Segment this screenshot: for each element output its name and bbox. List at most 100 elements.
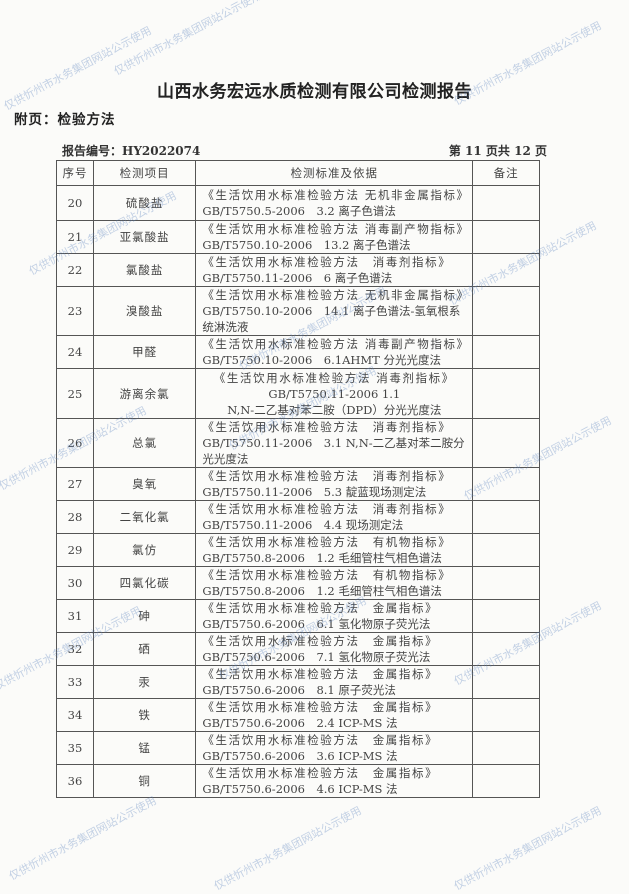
method-standard-title: 《生活饮用水标准检验方法 消毒剂指标》 bbox=[202, 469, 452, 483]
cell-method: 《生活饮用水标准检验方法 有机物指标》 GB/T5750.8-2006 1.2 毛… bbox=[195, 533, 474, 567]
table-row: 27 臭氧 《生活饮用水标准检验方法 消毒剂指标》 GB/T5750.11-2006 … bbox=[56, 467, 540, 501]
cell-note bbox=[472, 731, 540, 765]
table-row: 30 四氯化碳 《生活饮用水标准检验方法 有机物指标》 GB/T5750.8-2006… bbox=[56, 566, 540, 600]
table-row: 28 二氧化氯 《生活饮用水标准检验方法 消毒剂指标》 GB/T5750.11-200… bbox=[56, 500, 540, 534]
table-row: 34 铁《生活饮用水标准检验方法 金属指标》 GB/T5750.6-2006 2.4… bbox=[56, 698, 540, 732]
cell-note bbox=[472, 698, 540, 732]
cell-note bbox=[472, 599, 540, 633]
table-row: 29 氯仿 《生活饮用水标准检验方法 有机物指标》 GB/T5750.8-2006 1… bbox=[56, 533, 540, 567]
cell-method: 《生活饮用水标准检验方法 金属指标》 GB/T5750.6-2006 8.1 原子… bbox=[195, 665, 474, 699]
method-standard-title: 《生活饮用水标准检验方法 无机非金属指标》 bbox=[202, 188, 470, 202]
method-standard-code: GB/T5750.10-2006 13.2 离子色谱法 bbox=[202, 238, 411, 252]
cell-note bbox=[472, 418, 540, 468]
cell-item: 溴酸盐 bbox=[92, 286, 197, 336]
method-standard-title: 《生活饮用水标准检验方法 有机物指标》 bbox=[202, 535, 452, 549]
cell-item: 砷 bbox=[92, 599, 197, 633]
cell-item: 铜 bbox=[92, 764, 197, 798]
method-standard-title: 《生活饮用水标准检验方法 金属指标》 bbox=[202, 766, 439, 780]
method-standard-title: 《生活饮用水标准检验方法 无机非金属指标》 bbox=[202, 288, 470, 302]
cell-no: 26 bbox=[56, 418, 94, 468]
method-standard-code: GB/T5750.5-2006 3.2 离子色谱法 bbox=[202, 204, 396, 218]
column-header-method: 检测标准及依据 bbox=[195, 160, 474, 186]
method-standard-code: GB/T5750.6-2006 2.4 ICP-MS 法 bbox=[202, 716, 398, 730]
cell-item: 四氯化碳 bbox=[92, 566, 197, 600]
report-number: 报告编号：HY2022074 bbox=[62, 144, 201, 158]
cell-no: 28 bbox=[56, 500, 94, 534]
method-standard-title: 《生活饮用水标准检验方法 消毒剂指标》 bbox=[202, 420, 452, 434]
cell-no: 34 bbox=[56, 698, 94, 732]
method-standard-title: 《生活饮用水标准检验方法 有机物指标》 bbox=[202, 568, 452, 582]
method-standard-code: GB/T5750.6-2006 6.1 氢化物原子荧光法 bbox=[202, 617, 431, 631]
cell-note bbox=[472, 220, 540, 254]
cell-item: 锰 bbox=[92, 731, 197, 765]
cell-note bbox=[472, 253, 540, 287]
cell-method: 《生活饮用水标准检验方法 金属指标》 GB/T5750.6-2006 4.6 IC… bbox=[195, 764, 474, 798]
cell-no: 23 bbox=[56, 286, 94, 336]
page-info: 第 11 页共 12 页 bbox=[448, 144, 547, 158]
cell-no: 33 bbox=[56, 665, 94, 699]
cell-no: 20 bbox=[56, 185, 94, 221]
table-row: 24 甲醛 《生活饮用水标准检验方法 消毒副产物指标》 GB/T5750.10-200… bbox=[56, 335, 540, 369]
table-row: 33 汞《生活饮用水标准检验方法 金属指标》 GB/T5750.6-2006 8.1… bbox=[56, 665, 540, 699]
cell-item: 总氯 bbox=[92, 418, 197, 468]
method-standard-code: GB/T5750.6-2006 8.1 原子荧光法 bbox=[202, 683, 396, 697]
method-standard-title: 《生活饮用水标准检验方法 消毒副产物指标》 bbox=[202, 337, 470, 351]
cell-no: 30 bbox=[56, 566, 94, 600]
method-standard-title: 《生活饮用水标准检验方法 消毒剂指标》 bbox=[202, 255, 452, 269]
cell-item: 亚氯酸盐 bbox=[92, 220, 197, 254]
table-row: 36 铜《生活饮用水标准检验方法 金属指标》 GB/T5750.6-2006 4.6… bbox=[56, 764, 540, 798]
method-standard-title: 《生活饮用水标准检验方法 金属指标》 bbox=[202, 700, 439, 714]
cell-note bbox=[472, 335, 540, 369]
cell-method: 《生活饮用水标准检验方法 消毒剂指标》 GB/T5750.11-2006 3.1 … bbox=[195, 418, 474, 468]
cell-method: 《生活饮用水标准检验方法 金属指标》 GB/T5750.6-2006 6.1 氢化… bbox=[195, 599, 474, 633]
cell-note bbox=[472, 286, 540, 336]
column-header-note: 备注 bbox=[472, 160, 540, 186]
method-standard-title: 《生活饮用水标准检验方法 消毒剂指标》 bbox=[213, 370, 455, 385]
method-standard-code: GB/T5750.11-2006 5.3 靛蓝现场测定法 bbox=[202, 485, 427, 499]
column-header-item: 检测项目 bbox=[92, 160, 197, 186]
cell-no: 35 bbox=[56, 731, 94, 765]
cell-item: 汞 bbox=[92, 665, 197, 699]
cell-method: 《生活饮用水标准检验方法 金属指标》 GB/T5750.6-2006 2.4 IC… bbox=[195, 698, 474, 732]
cell-method: 《生活饮用水标准检验方法 消毒剂指标》 GB/T5750.11-2006 4.4 … bbox=[195, 500, 474, 534]
watermark-text: 仅供忻州市水务集团网站公示使用 bbox=[451, 803, 604, 893]
cell-note bbox=[472, 566, 540, 600]
method-standard-code: GB/T5750.6-2006 3.6 ICP-MS 法 bbox=[202, 749, 398, 763]
cell-no: 22 bbox=[56, 253, 94, 287]
method-standard-code: GB/T5750.11-2006 3.1 N,N-二乙基对苯二胺分光光度法 bbox=[202, 436, 465, 466]
cell-method: 《生活饮用水标准检验方法 金属指标》 GB/T5750.6-2006 3.6 IC… bbox=[195, 731, 474, 765]
cell-item: 甲醛 bbox=[92, 335, 197, 369]
cell-item: 臭氧 bbox=[92, 467, 197, 501]
method-standard-code: GB/T5750.11-2006 6 离子色谱法 bbox=[202, 271, 393, 285]
column-header-no: 序号 bbox=[56, 160, 94, 186]
appendix-subtitle: 附页：检验方法 bbox=[14, 112, 116, 128]
method-standard-title: 《生活饮用水标准检验方法 消毒副产物指标》 bbox=[202, 222, 470, 236]
cell-note bbox=[472, 632, 540, 666]
cell-item: 硒 bbox=[92, 632, 197, 666]
cell-method: 《生活饮用水标准检验方法 消毒剂指标》 GB/T5750.11-2006 1.1 N… bbox=[195, 368, 474, 419]
table-header-row: 序号 检测项目 检测标准及依据 备注 bbox=[56, 160, 540, 186]
watermark-text: 仅供忻州市水务集团网站公示使用 bbox=[6, 793, 159, 883]
method-standard-detail: N,N-二乙基对苯二胺（DPD）分光光度法 bbox=[227, 402, 442, 417]
watermark-text: 仅供忻州市水务集团网站公示使用 bbox=[211, 803, 364, 893]
method-standard-code: GB/T5750.11-2006 1.1 bbox=[268, 386, 401, 401]
table-row: 26 总氯 《生活饮用水标准检验方法 消毒剂指标》 GB/T5750.11-2006 … bbox=[56, 418, 540, 468]
method-standard-code: GB/T5750.11-2006 4.4 现场测定法 bbox=[202, 518, 404, 532]
cell-note bbox=[472, 764, 540, 798]
method-standard-title: 《生活饮用水标准检验方法 金属指标》 bbox=[202, 733, 439, 747]
cell-note bbox=[472, 467, 540, 501]
table-row: 25 游离余氯 《生活饮用水标准检验方法 消毒剂指标》 GB/T5750.11-200… bbox=[56, 368, 540, 419]
cell-no: 32 bbox=[56, 632, 94, 666]
table-row: 23 溴酸盐 《生活饮用水标准检验方法 无机非金属指标》 GB/T5750.10-20… bbox=[56, 286, 540, 336]
method-standard-code: GB/T5750.10-2006 6.1AHMT 分光光度法 bbox=[202, 353, 442, 367]
cell-note bbox=[472, 500, 540, 534]
method-standard-code: GB/T5750.8-2006 1.2 毛细管柱气相色谱法 bbox=[202, 584, 442, 598]
cell-note bbox=[472, 185, 540, 221]
cell-method: 《生活饮用水标准检验方法 消毒剂指标》 GB/T5750.11-2006 6 离子… bbox=[195, 253, 474, 287]
cell-no: 24 bbox=[56, 335, 94, 369]
cell-no: 27 bbox=[56, 467, 94, 501]
table-row: 31 砷《生活饮用水标准检验方法 金属指标》 GB/T5750.6-2006 6.1… bbox=[56, 599, 540, 633]
table-row: 21 亚氯酸盐 《生活饮用水标准检验方法 消毒副产物指标》 GB/T5750.10-2… bbox=[56, 220, 540, 254]
cell-no: 29 bbox=[56, 533, 94, 567]
cell-method: 《生活饮用水标准检验方法 金属指标》 GB/T5750.6-2006 7.1 氢化… bbox=[195, 632, 474, 666]
